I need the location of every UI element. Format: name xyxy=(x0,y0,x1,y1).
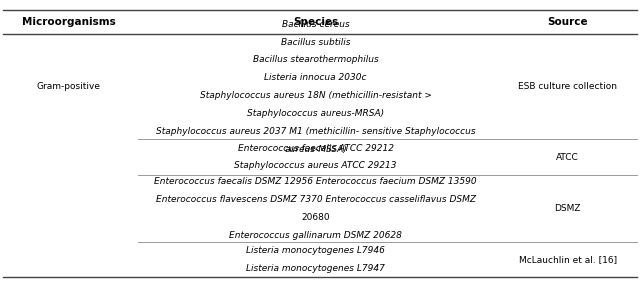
Text: Staphylococcus aureus 18N (methicillin-resistant >: Staphylococcus aureus 18N (methicillin-r… xyxy=(200,91,431,100)
Text: Staphylococcus aureus-MRSA): Staphylococcus aureus-MRSA) xyxy=(247,109,384,118)
Text: Bacillus subtilis: Bacillus subtilis xyxy=(281,38,350,46)
Text: Listeria monocytogenes L7947: Listeria monocytogenes L7947 xyxy=(246,264,385,273)
Text: Listeria monocytogenes L7946: Listeria monocytogenes L7946 xyxy=(246,246,385,255)
Text: Bacillus cereus: Bacillus cereus xyxy=(282,20,349,29)
Text: Listeria innocua 2030c: Listeria innocua 2030c xyxy=(264,73,367,82)
Text: McLauchlin et al. [16]: McLauchlin et al. [16] xyxy=(518,255,617,264)
Text: Gram-positive: Gram-positive xyxy=(36,82,100,91)
Text: Species: Species xyxy=(293,17,338,27)
Text: ESB culture collection: ESB culture collection xyxy=(518,82,617,91)
Text: Source: Source xyxy=(547,17,588,27)
Text: DSMZ: DSMZ xyxy=(554,204,581,213)
Text: Bacillus stearothermophilus: Bacillus stearothermophilus xyxy=(253,55,378,64)
Text: ATCC: ATCC xyxy=(556,153,579,162)
Text: Staphylococcus aureus 2037 M1 (methicillin- sensitive Staphylococcus: Staphylococcus aureus 2037 M1 (methicill… xyxy=(156,127,476,136)
Text: Enterococcus faecalis DSMZ 12956 Enterococcus faecium DSMZ 13590: Enterococcus faecalis DSMZ 12956 Enteroc… xyxy=(154,177,477,186)
Text: Enterococcus faecalis ATCC 29212: Enterococcus faecalis ATCC 29212 xyxy=(237,143,394,153)
Text: Enterococcus gallinarum DSMZ 20628: Enterococcus gallinarum DSMZ 20628 xyxy=(229,231,402,239)
Text: Microorganisms: Microorganisms xyxy=(22,17,115,27)
Text: aureus-MSSA): aureus-MSSA) xyxy=(284,145,347,153)
Text: Staphylococcus aureus ATCC 29213: Staphylococcus aureus ATCC 29213 xyxy=(234,161,397,170)
Text: Enterococcus flavescens DSMZ 7370 Enterococcus casseliflavus DSMZ: Enterococcus flavescens DSMZ 7370 Entero… xyxy=(156,195,476,204)
Text: 20680: 20680 xyxy=(301,213,330,222)
